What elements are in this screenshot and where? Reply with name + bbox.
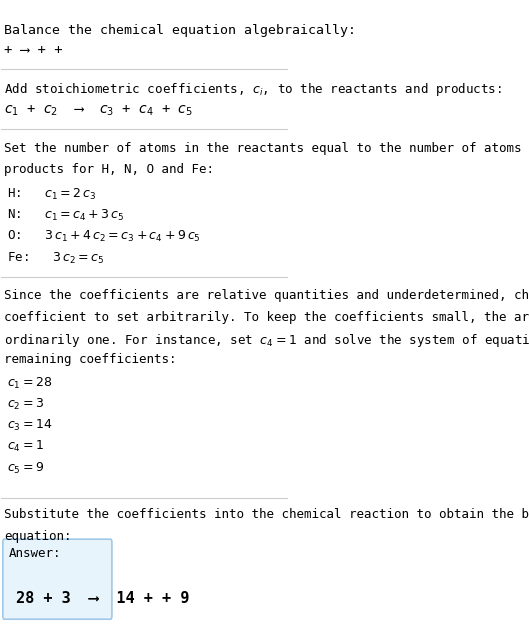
Text: Answer:: Answer: — [8, 547, 61, 561]
Text: Substitute the coefficients into the chemical reaction to obtain the balanced: Substitute the coefficients into the che… — [4, 509, 529, 521]
Text: 28 + 3  ⟶  14 + + 9: 28 + 3 ⟶ 14 + + 9 — [16, 592, 189, 606]
Text: $c_4 = 1$: $c_4 = 1$ — [7, 439, 44, 455]
Text: H:   $c_1 = 2\,c_3$: H: $c_1 = 2\,c_3$ — [7, 187, 97, 202]
Text: equation:: equation: — [4, 530, 72, 543]
Text: Since the coefficients are relative quantities and underdetermined, choose a: Since the coefficients are relative quan… — [4, 289, 529, 302]
Text: N:   $c_1 = c_4 + 3\,c_5$: N: $c_1 = c_4 + 3\,c_5$ — [7, 208, 125, 223]
Text: Set the number of atoms in the reactants equal to the number of atoms in the: Set the number of atoms in the reactants… — [4, 142, 529, 155]
Text: $c_1$ + $c_2$  ⟶  $c_3$ + $c_4$ + $c_5$: $c_1$ + $c_2$ ⟶ $c_3$ + $c_4$ + $c_5$ — [4, 104, 193, 118]
Text: Balance the chemical equation algebraically:: Balance the chemical equation algebraica… — [4, 24, 356, 37]
Text: $c_2 = 3$: $c_2 = 3$ — [7, 397, 44, 412]
Text: Fe:   $3\,c_2 = c_5$: Fe: $3\,c_2 = c_5$ — [7, 250, 104, 266]
Text: $c_3 = 14$: $c_3 = 14$ — [7, 418, 52, 433]
Text: O:   $3\,c_1 + 4\,c_2 = c_3 + c_4 + 9\,c_5$: O: $3\,c_1 + 4\,c_2 = c_3 + c_4 + 9\,c_5… — [7, 230, 201, 244]
Text: products for H, N, O and Fe:: products for H, N, O and Fe: — [4, 163, 214, 176]
Text: coefficient to set arbitrarily. To keep the coefficients small, the arbitrary va: coefficient to set arbitrarily. To keep … — [4, 311, 529, 323]
Text: Add stoichiometric coefficients, $c_i$, to the reactants and products:: Add stoichiometric coefficients, $c_i$, … — [4, 82, 502, 98]
Text: $c_5 = 9$: $c_5 = 9$ — [7, 460, 44, 476]
Text: ordinarily one. For instance, set $c_4 = 1$ and solve the system of equations fo: ordinarily one. For instance, set $c_4 =… — [4, 332, 529, 349]
Text: + ⟶ + +: + ⟶ + + — [4, 43, 63, 57]
FancyBboxPatch shape — [3, 539, 112, 619]
Text: remaining coefficients:: remaining coefficients: — [4, 353, 177, 366]
Text: $c_1 = 28$: $c_1 = 28$ — [7, 376, 52, 391]
